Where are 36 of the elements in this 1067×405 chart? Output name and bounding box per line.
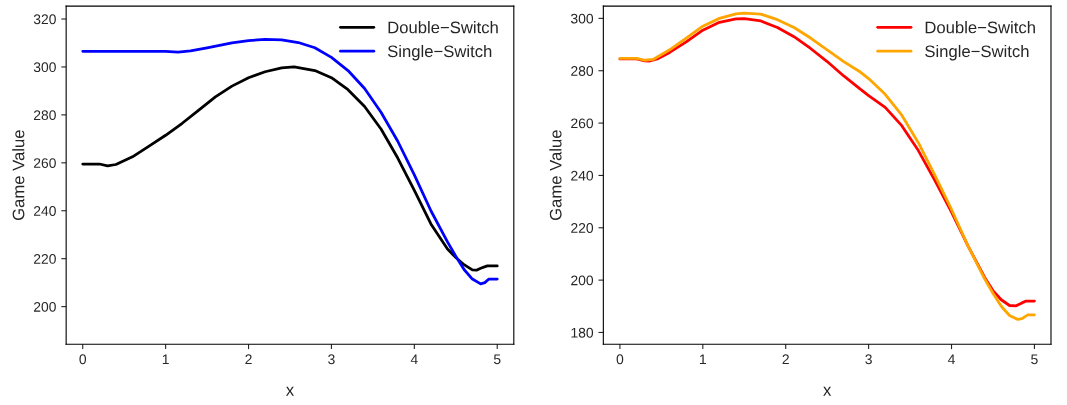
x-tick-label: 3 xyxy=(865,354,872,365)
x-axis-title: x xyxy=(286,386,294,396)
y-tick-label: 240 xyxy=(33,206,56,216)
y-tick-label: 300 xyxy=(33,62,56,73)
legend-label: Double−Switch xyxy=(925,21,1035,34)
line-series xyxy=(81,38,499,286)
x-tick-label: 2 xyxy=(245,354,252,365)
y-tick-label: 220 xyxy=(571,223,594,233)
y-tick-label: 300 xyxy=(570,13,594,24)
x-tick-label: 2 xyxy=(782,354,789,365)
legend-label: Single−Switch xyxy=(387,44,492,61)
x-tick-label: 4 xyxy=(947,354,955,365)
x-tick-label: 1 xyxy=(162,354,169,365)
y-axis-title: Game Value xyxy=(12,130,25,221)
y-tick-label: 180 xyxy=(571,327,594,338)
x-axis-title: x xyxy=(823,386,832,396)
legend-label: Single−Switch xyxy=(925,44,1029,61)
y-tick-label: 320 xyxy=(33,14,56,25)
x-tick-label: 1 xyxy=(700,354,706,365)
x-tick-label: 4 xyxy=(410,354,418,365)
y-tick-label: 200 xyxy=(571,275,594,286)
x-tick-label: 5 xyxy=(493,354,501,365)
x-tick-label: 0 xyxy=(616,354,624,365)
y-tick-label: 220 xyxy=(33,254,56,264)
y-tick-label: 280 xyxy=(33,110,56,121)
y-tick-label: 260 xyxy=(571,118,594,129)
y-tick-label: 260 xyxy=(33,158,56,168)
line-series xyxy=(81,65,499,272)
x-tick-label: 5 xyxy=(1031,354,1038,365)
x-tick-label: 0 xyxy=(79,354,87,365)
y-axis-title: Game Value xyxy=(549,130,562,221)
y-tick-label: 280 xyxy=(571,66,594,76)
legend-label: Double−Switch xyxy=(388,21,498,34)
y-tick-label: 240 xyxy=(571,170,594,181)
x-tick-label: 3 xyxy=(328,354,335,365)
y-tick-label: 200 xyxy=(33,301,56,312)
